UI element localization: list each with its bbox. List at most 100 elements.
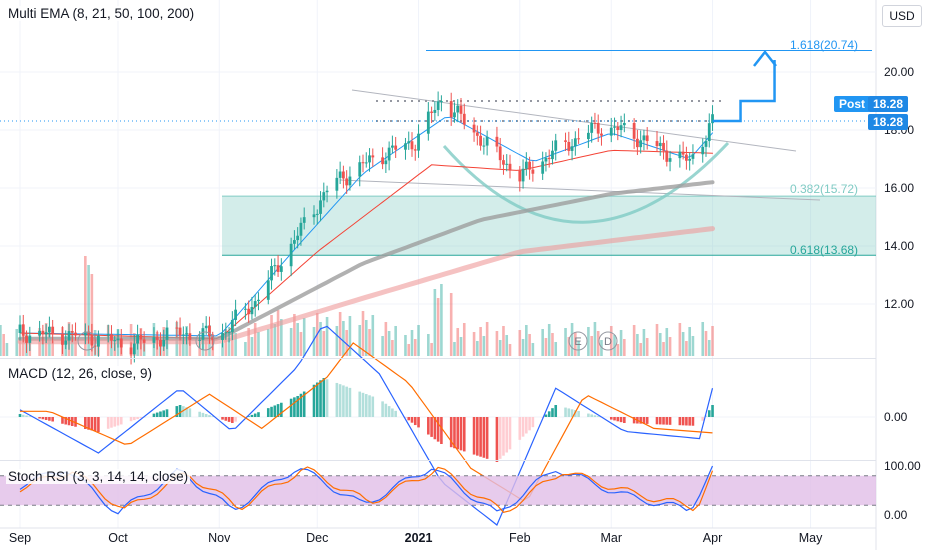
volume-bar — [276, 310, 280, 356]
macd-histogram-bar — [155, 412, 159, 417]
candle-body — [185, 333, 188, 335]
volume-bar — [247, 328, 250, 356]
candle-body — [459, 105, 463, 114]
macd-histogram-bar — [462, 417, 466, 452]
macd-histogram-bar — [361, 392, 365, 417]
macd-histogram-bar — [162, 410, 166, 417]
candle-body — [322, 192, 326, 201]
macd-histogram-bar — [518, 417, 522, 440]
candle-body — [224, 332, 228, 334]
candle-body — [632, 122, 636, 139]
candle-body — [394, 145, 398, 150]
macd-histogram-bar — [335, 382, 339, 417]
macd-histogram-bar — [495, 417, 499, 462]
macd-histogram-bar — [433, 417, 437, 440]
event-marker-label: E — [574, 336, 581, 348]
candle-body — [129, 347, 133, 355]
volume-bar — [325, 317, 329, 356]
macd-histogram-bar — [28, 416, 32, 417]
macd-histogram-bar — [498, 417, 502, 459]
volume-bar — [593, 322, 597, 356]
candle-body — [645, 135, 649, 142]
macd-histogram-bar — [296, 396, 299, 417]
candle-body — [299, 222, 303, 236]
volume-bar — [485, 322, 489, 356]
volume-bar — [74, 340, 77, 356]
candle-body — [485, 136, 489, 146]
candle-body — [25, 335, 28, 343]
candle-body — [28, 335, 32, 343]
macd-histogram-bar — [188, 408, 192, 417]
macd-histogram-bar — [113, 417, 117, 427]
volume-bar — [518, 330, 522, 356]
x-tick-label: Dec — [306, 531, 328, 545]
stoch-line-k — [19, 465, 714, 515]
candle-body — [472, 124, 476, 133]
volume-bar — [632, 325, 636, 356]
event-marker-circle — [77, 331, 97, 351]
candle-body — [345, 178, 349, 186]
pane-divider-macd[interactable] — [0, 358, 876, 359]
candle-body — [293, 240, 296, 244]
x-tick-label: Apr — [703, 531, 722, 545]
macd-histogram-bar — [204, 414, 208, 417]
macd-histogram-bar — [90, 417, 94, 431]
macd-histogram-bar — [551, 408, 554, 417]
candle-body — [296, 235, 300, 241]
volume-bar — [368, 329, 371, 356]
macd-histogram-bar — [564, 407, 567, 417]
volume-bar — [404, 335, 407, 356]
macd-histogram-bar — [273, 405, 277, 417]
macd-histogram-bar — [84, 417, 87, 429]
macd-histogram-bar — [590, 414, 593, 417]
volume-bar — [609, 326, 613, 356]
pane-divider-stoch[interactable] — [0, 460, 876, 461]
candle-body — [391, 145, 394, 148]
candle-body — [528, 161, 531, 170]
candle-body — [227, 332, 231, 334]
candle-body — [531, 169, 535, 174]
macd-histogram-bar — [211, 416, 215, 417]
volume-bar — [87, 265, 90, 356]
volume-bar — [502, 326, 505, 356]
candle-body — [44, 332, 48, 335]
volume-bar — [505, 335, 509, 356]
ema-line-1 — [19, 116, 713, 337]
volume-bar — [574, 332, 577, 356]
candle-body — [413, 149, 417, 151]
candle-body — [21, 324, 25, 336]
volume-bar — [293, 314, 296, 356]
macd-histogram-bar — [577, 411, 580, 417]
candle-body — [119, 338, 123, 348]
candle-body — [358, 162, 362, 177]
volume-bar — [623, 339, 626, 356]
main-pane-title: Multi EMA (8, 21, 50, 100, 200) — [6, 6, 197, 21]
currency-button[interactable]: USD — [882, 5, 922, 27]
volume-bar — [0, 325, 2, 356]
macd-histogram-bar — [64, 417, 68, 425]
x-tick-label: Nov — [208, 531, 231, 545]
volume-bar — [266, 329, 270, 356]
candle-body — [688, 158, 692, 161]
macd-histogram-bar — [596, 416, 600, 417]
candle-body — [250, 307, 254, 315]
candle-body — [417, 133, 420, 151]
signal-line — [20, 342, 713, 502]
volume-bar — [554, 342, 558, 356]
volume-bar — [567, 337, 571, 356]
candle-body — [554, 140, 558, 151]
candle-body — [273, 265, 277, 267]
candle-body — [70, 331, 74, 333]
candle-body — [433, 109, 437, 113]
candle-body — [348, 176, 352, 186]
candle-body — [662, 142, 665, 151]
volume-bar — [433, 289, 437, 356]
candle-body — [315, 213, 319, 215]
candle-body — [551, 150, 554, 160]
volume-bar — [384, 322, 388, 356]
candle-body — [48, 326, 51, 333]
macd-histogram-bar — [178, 405, 182, 417]
macd-histogram-bar — [472, 417, 476, 455]
macd-histogram-bar — [364, 394, 368, 417]
